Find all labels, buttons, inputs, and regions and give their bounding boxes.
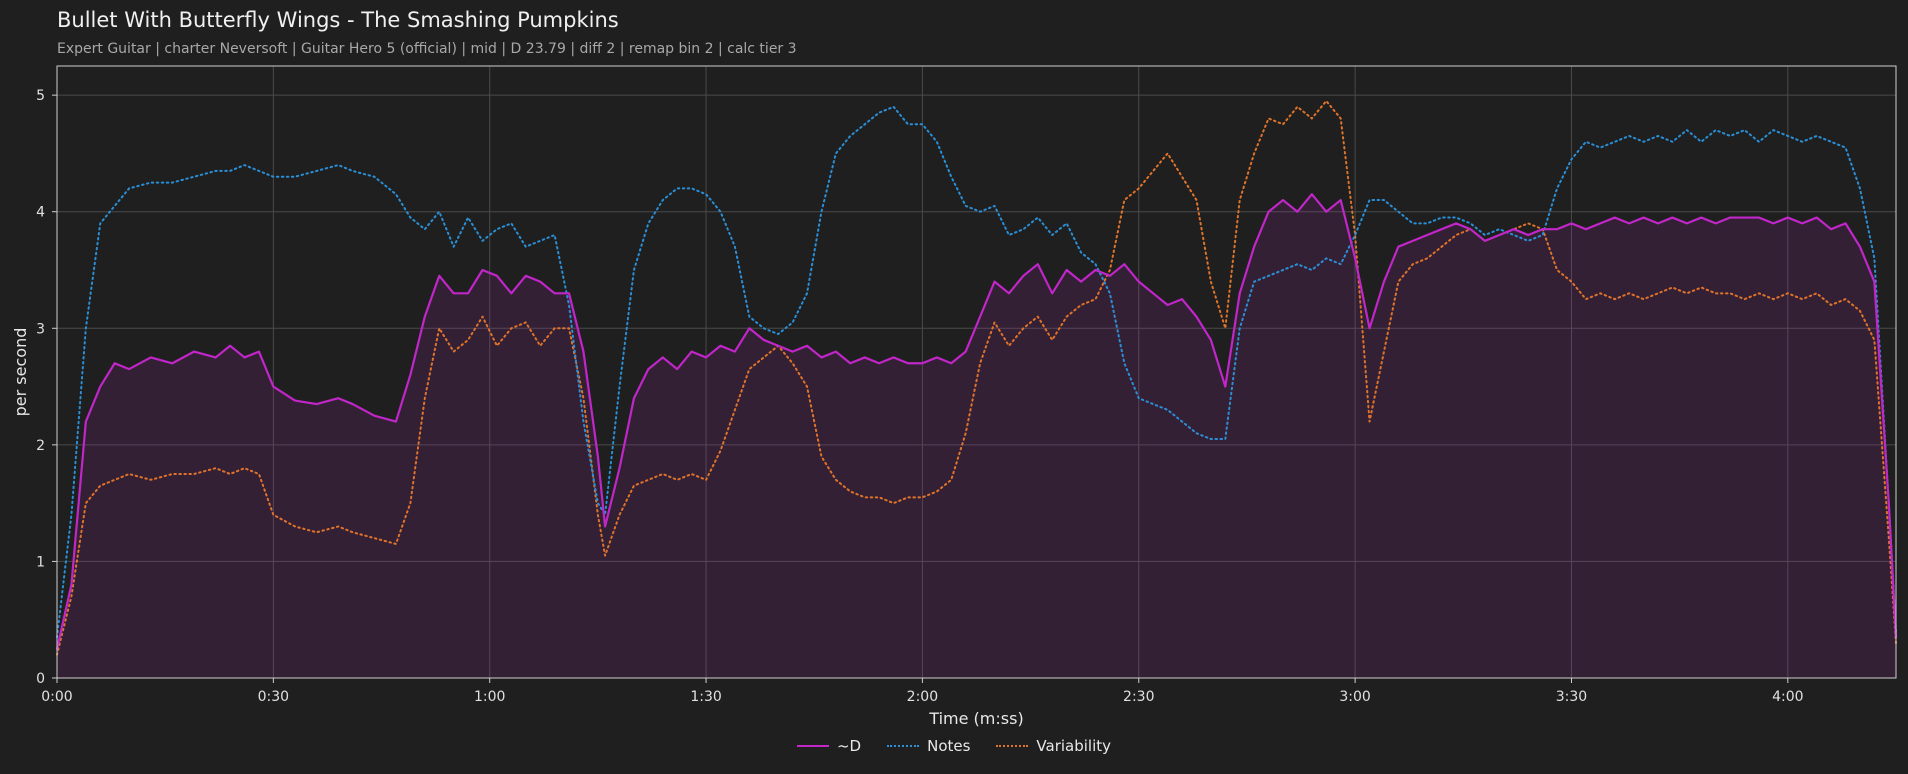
- chart-title: Bullet With Butterfly Wings - The Smashi…: [57, 8, 619, 32]
- y-tick-label: 1: [36, 554, 45, 570]
- legend-swatch: [887, 745, 920, 747]
- x-tick-label: 2:00: [907, 689, 938, 705]
- chart-subtitle: Expert Guitar | charter Neversoft | Guit…: [57, 41, 797, 57]
- x-tick-label: 0:00: [41, 689, 72, 705]
- legend-item: ~D: [796, 737, 862, 755]
- series-layer: [55, 99, 1898, 656]
- x-tick-label: 3:30: [1556, 689, 1587, 705]
- y-axis-label: per second: [11, 328, 30, 417]
- x-tick-label: 0:30: [258, 689, 289, 705]
- series-area-fill: [57, 194, 1896, 678]
- y-tick-label: 0: [36, 671, 45, 687]
- area-layer: [57, 194, 1896, 678]
- y-tick-label: 3: [36, 321, 45, 337]
- y-tick-label: 2: [36, 438, 45, 454]
- legend-label: ~D: [836, 737, 862, 755]
- series-line-variability: [56, 99, 1897, 656]
- chart-legend: ~D Notes Variability: [0, 737, 1908, 755]
- legend-item: Notes: [887, 737, 970, 755]
- legend-swatch: [796, 745, 829, 747]
- y-tick-label: 5: [36, 88, 45, 104]
- legend-swatch: [996, 745, 1029, 747]
- legend-label: Variability: [1036, 737, 1112, 755]
- axis-layer: 0:00 0:30 1:00 1:30 2:00 2:30 3:00 3:30 4:00 0 1 2 3…: [36, 88, 1803, 705]
- legend-label: Notes: [927, 737, 971, 755]
- x-axis-label: Time (m:ss): [928, 709, 1023, 728]
- series-line-d: [55, 193, 1898, 650]
- plot-frame: [56, 65, 1897, 679]
- x-tick-label: 1:00: [474, 689, 505, 705]
- x-tick-label: 3:00: [1339, 689, 1370, 705]
- y-tick-label: 4: [36, 205, 45, 221]
- x-tick-label: 2:30: [1123, 689, 1154, 705]
- legend-item: Variability: [996, 737, 1111, 755]
- x-tick-label: 4:00: [1772, 689, 1803, 705]
- x-tick-label: 1:30: [690, 689, 721, 705]
